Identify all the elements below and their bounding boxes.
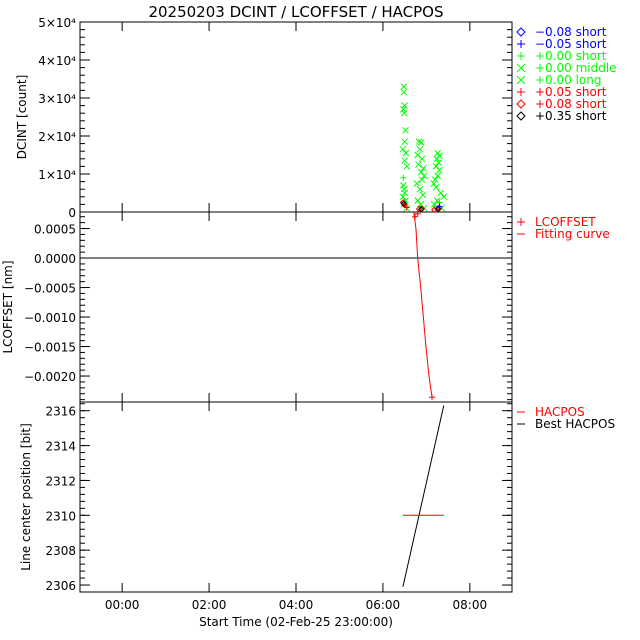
chart-title: 20250203 DCINT / LCOFFSET / HACPOS xyxy=(148,3,443,21)
legend-symbol-plus-icon xyxy=(517,88,525,96)
y-tick-label: 2316 xyxy=(45,405,76,419)
y-tick-label: −0.0005 xyxy=(24,282,76,296)
chart-marks: 0 1×10⁴ 2×10⁴ 3×10⁴ 4×10⁴ 5×10⁴ DCINT [count] −… xyxy=(1,16,617,629)
y-tick-label: 3×10⁴ xyxy=(38,92,76,106)
data-point xyxy=(400,174,407,181)
legend-label: LCOFFSET xyxy=(535,215,596,229)
y-axis-label: DCINT [count] xyxy=(15,75,29,160)
data-point xyxy=(400,200,407,207)
legend-label: Best HACPOS xyxy=(535,417,615,431)
x-tick-label: 08:00 xyxy=(453,598,488,612)
y-tick-label: 2306 xyxy=(45,579,76,593)
data-point xyxy=(418,155,426,163)
data-point xyxy=(417,206,425,213)
data-point xyxy=(430,180,438,187)
legend-symbol-plus-icon xyxy=(517,218,525,226)
data-point xyxy=(402,149,410,157)
data-point xyxy=(400,109,408,117)
y-axis-label: Line center position [bit] xyxy=(19,423,33,571)
y-tick-label: −0.0015 xyxy=(24,341,76,355)
data-point xyxy=(420,172,428,180)
data-point xyxy=(434,172,442,180)
data-point xyxy=(403,163,411,170)
data-point xyxy=(399,145,407,153)
legend-symbol-diamond-icon xyxy=(516,99,526,109)
y-tick-label: 2310 xyxy=(45,509,76,523)
data-point xyxy=(418,176,426,184)
data-point xyxy=(416,185,424,193)
data-point xyxy=(432,183,440,191)
data-point xyxy=(414,210,421,217)
data-point xyxy=(399,193,407,201)
x-tick-label: 06:00 xyxy=(366,598,401,612)
data-point xyxy=(433,155,441,163)
legend-label: Fitting curve xyxy=(535,227,610,241)
legend-label: +0.35 short xyxy=(535,109,607,123)
data-point xyxy=(437,189,445,197)
fitting-curve-line xyxy=(413,211,433,398)
data-point xyxy=(401,102,409,109)
y-tick-label: 0 xyxy=(68,206,76,220)
data-point xyxy=(416,145,424,153)
legend-label: +0.08 short xyxy=(535,97,607,111)
legend-label: +0.05 short xyxy=(535,85,607,99)
data-point xyxy=(401,189,409,197)
data-point xyxy=(400,88,408,96)
legend-symbol-diamond-icon xyxy=(516,27,526,37)
data-point xyxy=(401,138,409,146)
y-tick-label: 5×10⁴ xyxy=(38,16,76,30)
legend-symbol-plus-icon xyxy=(517,40,525,48)
legend-label: −0.08 short xyxy=(535,25,607,39)
lcoffset-point xyxy=(412,213,419,220)
x-tick-label: 00:00 xyxy=(105,598,140,612)
data-point xyxy=(400,83,408,90)
data-point xyxy=(401,201,408,209)
legend-symbol-x-icon xyxy=(516,75,526,85)
y-tick-label: −0.0010 xyxy=(24,311,76,325)
x-tick-label: 04:00 xyxy=(279,598,314,612)
data-point xyxy=(414,197,422,204)
data-point xyxy=(436,203,443,210)
lcoffset-point xyxy=(429,394,436,401)
data-point xyxy=(436,166,443,174)
y-tick-label: 0.0005 xyxy=(34,223,76,237)
data-point xyxy=(413,180,421,187)
y-tick-label: 1×10⁴ xyxy=(38,168,76,182)
data-point xyxy=(417,139,425,146)
data-point xyxy=(417,168,425,176)
legend-label: HACPOS xyxy=(535,405,585,419)
data-point xyxy=(431,176,439,184)
data-point xyxy=(402,126,409,134)
y-tick-label: −0.0020 xyxy=(24,370,76,384)
data-point xyxy=(401,157,409,165)
y-axis-label: LCOFFSET [nm] xyxy=(1,260,15,353)
legend-label: +0.00 long xyxy=(535,73,602,87)
y-tick-label: 2314 xyxy=(45,440,76,454)
y-tick-label: 0.0000 xyxy=(34,252,76,266)
y-tick-label: 2308 xyxy=(45,544,76,558)
data-point xyxy=(435,159,442,166)
legend-symbol-diamond-icon xyxy=(516,111,526,121)
data-point xyxy=(415,138,423,146)
legend-symbol-plus-icon xyxy=(517,52,525,60)
data-point xyxy=(419,164,427,172)
plot-frame-bottom xyxy=(79,401,513,593)
plot-frame-middle xyxy=(79,211,513,403)
x-axis-label: Start Time (02-Feb-25 23:00:00) xyxy=(199,615,393,629)
data-point xyxy=(440,193,448,201)
x-tick-label: 02:00 xyxy=(192,598,227,612)
data-point xyxy=(419,191,427,199)
legend-label: +0.00 middle xyxy=(535,61,617,75)
legend-label: −0.05 short xyxy=(535,37,607,51)
legend-symbol-x-icon xyxy=(516,63,526,73)
plot-frame-top xyxy=(79,21,513,213)
data-point xyxy=(415,161,422,168)
y-tick-label: 2×10⁴ xyxy=(38,130,76,144)
y-tick-label: 2312 xyxy=(45,474,76,488)
best-hacpos-line xyxy=(402,405,445,587)
legend-label: +0.00 short xyxy=(535,49,607,63)
y-tick-label: 4×10⁴ xyxy=(38,54,76,68)
